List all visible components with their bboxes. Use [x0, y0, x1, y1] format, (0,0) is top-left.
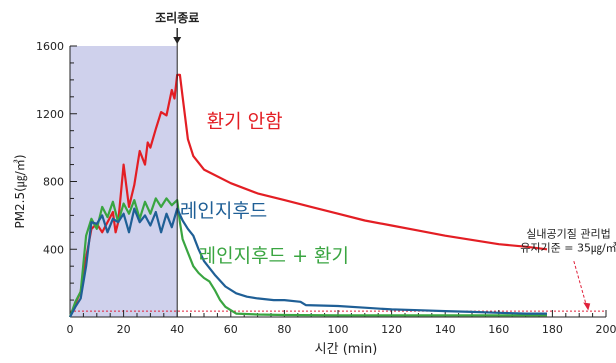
threshold-pointer-arrow	[573, 260, 591, 311]
cooking-end-label: 조리종료	[155, 10, 199, 25]
series-line-1	[68, 73, 548, 318]
series-label-1: 환기 안함	[207, 110, 283, 132]
x-tick-label: 200	[596, 323, 616, 336]
y-axis-label: PM2.5(㎍/㎥)	[13, 154, 27, 228]
series-layer	[68, 73, 548, 318]
x-tick-label: 0	[67, 323, 74, 336]
x-tick-label: 120	[381, 323, 402, 336]
series-line-3	[68, 197, 547, 318]
series-line-2	[69, 207, 547, 318]
x-tick-label: 140	[435, 323, 456, 336]
x-tick-label: 180	[542, 323, 563, 336]
x-axis-label: 시간 (min)	[315, 342, 378, 357]
y-tick-label: 400	[43, 243, 64, 256]
threshold-note: 실내공기질 관리법 유지기준 = 35㎍/㎥	[520, 227, 616, 254]
y-tick-label: 1600	[36, 40, 64, 53]
x-tick-label: 60	[224, 323, 238, 336]
x-axis: 0 20 40 60 80 100 120 140 160 180 200	[67, 310, 616, 336]
x-tick-label: 20	[117, 323, 131, 336]
x-tick-label: 100	[328, 323, 349, 336]
threshold-label-line2: 유지기준 = 35㎍/㎥	[520, 241, 616, 254]
x-tick-label: 40	[170, 323, 184, 336]
y-tick-label: 800	[43, 176, 64, 189]
series-label-3: 레인지후드 + 환기	[199, 245, 349, 267]
x-tick-label: 80	[277, 323, 291, 336]
y-axis: 400 800 1200 1600	[36, 40, 77, 318]
series-label-2: 레인지후드	[180, 200, 267, 222]
x-tick-label: 160	[488, 323, 509, 336]
threshold-label-line1: 실내공기질 관리법	[526, 227, 610, 240]
cooking-end-arrow	[173, 28, 182, 44]
y-tick-label: 1200	[36, 108, 64, 121]
cooking-period-band	[70, 46, 178, 317]
